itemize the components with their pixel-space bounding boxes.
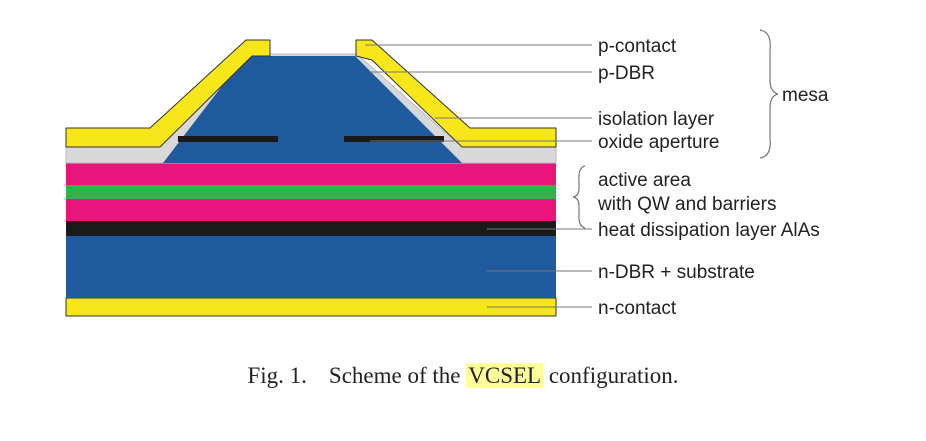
caption-post: configuration. bbox=[543, 363, 679, 388]
heat-dissipation-layer bbox=[66, 221, 556, 236]
label-p-contact: p-contact bbox=[598, 36, 677, 57]
label-active-area: active area bbox=[598, 170, 691, 191]
label-oxide-aperture: oxide aperture bbox=[598, 132, 719, 153]
figure-caption: Fig. 1. Scheme of the VCSEL configuration… bbox=[0, 363, 926, 389]
active-area-brace bbox=[572, 165, 586, 229]
label-heat-dissipation: heat dissipation layer AlAs bbox=[598, 220, 820, 241]
label-active-area-qw: with QW and barriers bbox=[597, 194, 776, 215]
caption-highlight: VCSEL bbox=[466, 363, 544, 388]
p-contact-right bbox=[355, 39, 557, 148]
p-contact-left bbox=[65, 39, 271, 148]
qw-layer bbox=[66, 185, 556, 199]
caption-fig-number: Fig. 1. bbox=[247, 363, 307, 388]
label-isolation-layer: isolation layer bbox=[598, 109, 715, 130]
active-bottom-layer bbox=[66, 199, 556, 221]
label-n-contact: n-contact bbox=[598, 298, 677, 319]
oxide-aperture-right bbox=[344, 136, 444, 142]
label-p-dbr: p-DBR bbox=[598, 63, 655, 84]
mesa-brace bbox=[759, 29, 779, 159]
caption-pre: Scheme of the bbox=[328, 363, 467, 388]
active-top-layer bbox=[66, 163, 556, 185]
n-dbr-layer bbox=[66, 236, 556, 298]
oxide-aperture-left bbox=[178, 136, 278, 142]
n-contact-layer bbox=[65, 297, 557, 317]
leader-lines bbox=[365, 44, 592, 308]
label-mesa: mesa bbox=[782, 85, 829, 106]
label-n-dbr: n-DBR + substrate bbox=[598, 262, 755, 283]
